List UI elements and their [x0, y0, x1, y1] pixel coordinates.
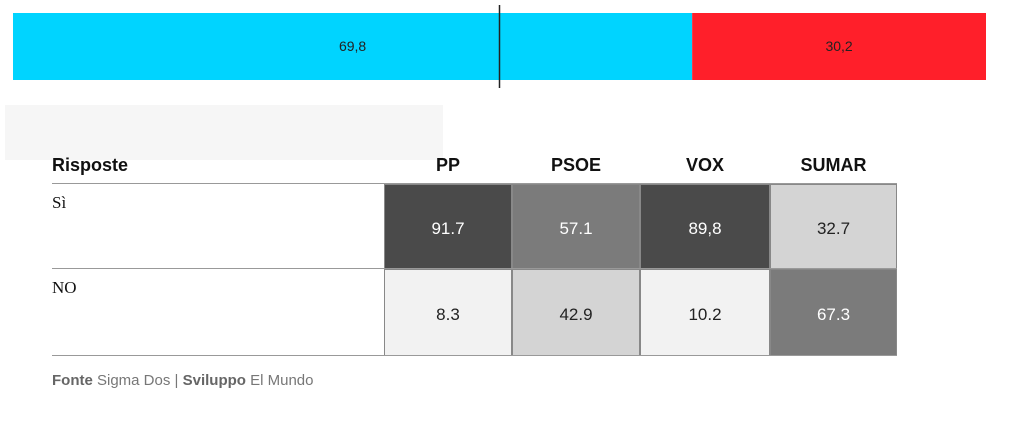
source: Sigma Dos [97, 372, 171, 389]
row-label: NO [52, 278, 77, 297]
value-label: 30,2 [825, 38, 852, 54]
cell: 32.7 [770, 184, 897, 269]
row-line [52, 183, 897, 184]
shadow [5, 105, 443, 160]
cell: 10.2 [640, 269, 770, 356]
bar-segment [692, 13, 986, 80]
separator: | [174, 372, 179, 389]
column-header: SUMAR [800, 155, 867, 175]
cell: 91.7 [384, 184, 512, 269]
column-header: PP [435, 155, 460, 175]
cell: 8.3 [384, 269, 512, 356]
dev: El Mundo [250, 372, 314, 389]
cell: 57.1 [512, 184, 640, 269]
bar-segment [13, 13, 693, 80]
value-label: 69,8 [339, 38, 366, 54]
cell: 42.9 [512, 269, 640, 356]
column-header: VOX [685, 155, 724, 175]
row-line [52, 355, 897, 356]
column-header: Risposte [52, 155, 129, 175]
row-line [52, 268, 897, 269]
cell: 89,8 [640, 184, 770, 269]
source-label: Fonte [52, 372, 93, 389]
cell: 67.3 [770, 269, 897, 356]
dev-label: Sviluppo [182, 372, 246, 389]
footer: Fonte Sigma Dos | Sviluppo El Mundo [52, 372, 314, 389]
row-label: Sì [52, 193, 67, 212]
column-header: PSOE [550, 155, 602, 175]
chart: 69,8 30,2 [13, 5, 986, 88]
